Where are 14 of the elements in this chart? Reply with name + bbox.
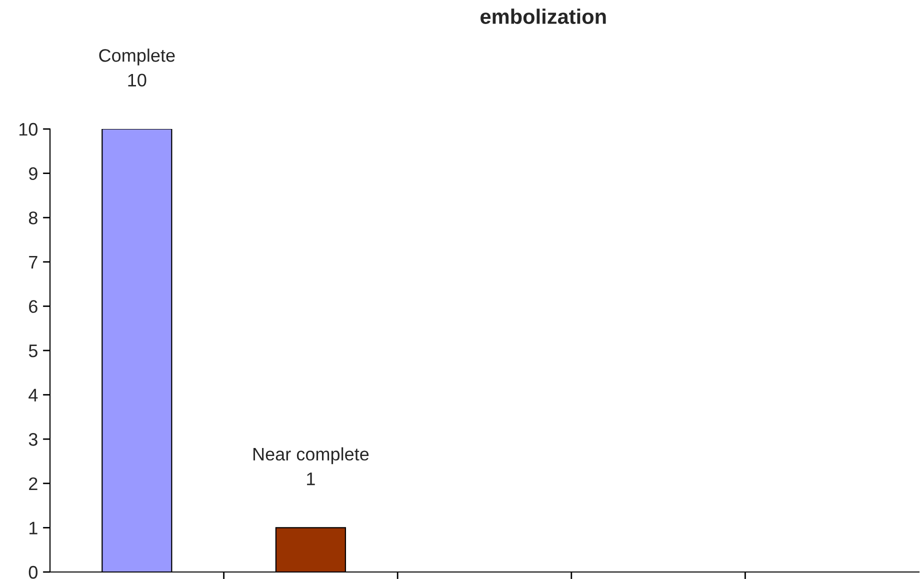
y-tick-label: 10 [19,122,38,136]
data-label: Near complete 1 [253,447,369,486]
y-tick-label: 8 [28,212,38,224]
chart-title: embolization [480,8,606,24]
y-tick-label: 6 [29,300,38,313]
y-tick-label: 1 [30,522,38,534]
y-tick-label: 2 [29,477,38,490]
y-tick-label: 4 [28,388,38,402]
y-tick-label: 9 [29,167,38,180]
y-tick-label: 5 [28,344,38,358]
data-label: Complete 10 [99,48,175,87]
y-tick-label: 3 [28,433,38,446]
y-tick-label: 0 [28,566,38,579]
y-tick-label: 7 [29,256,38,268]
